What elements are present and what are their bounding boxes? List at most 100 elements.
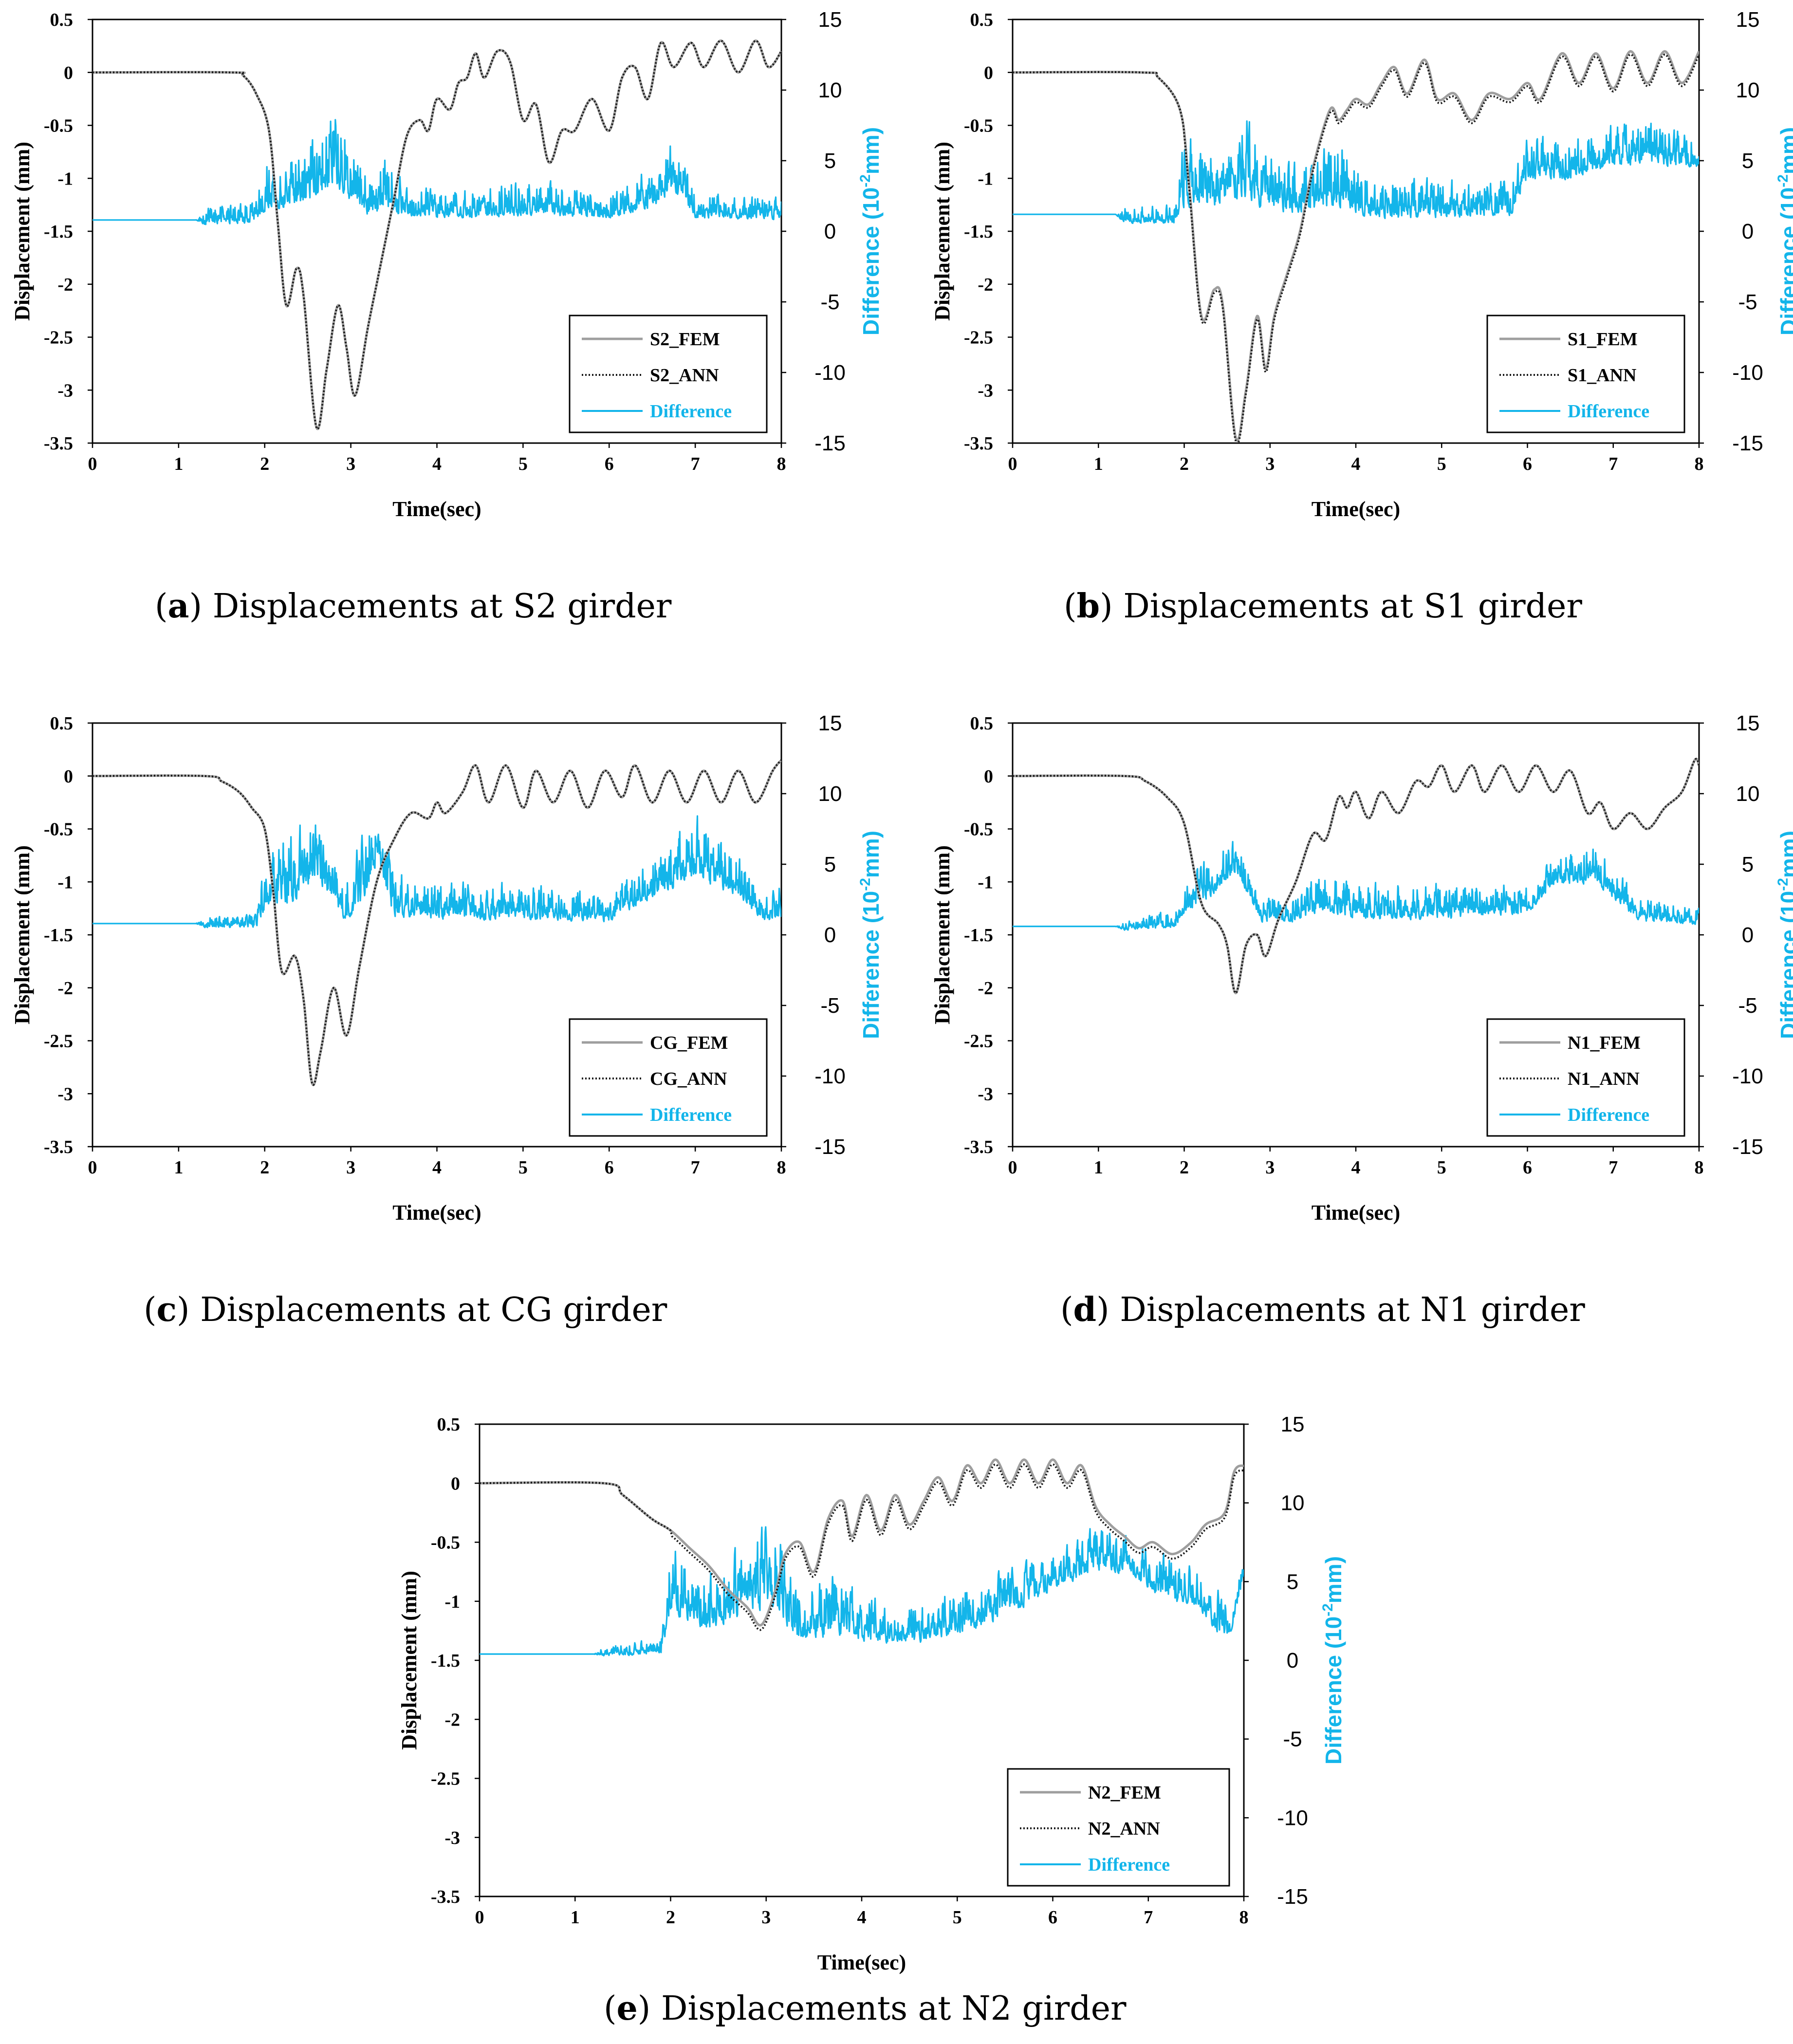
y-left-tick-label: -0.5 (44, 116, 73, 136)
ann-series-line (92, 759, 781, 1086)
y-right-tick-label: -10 (814, 1064, 846, 1088)
y-right-title-suffix: mm) (858, 127, 884, 174)
y-left-axis-title: Displacement (mm) (10, 142, 34, 321)
y-right-tick-label: 10 (1736, 78, 1760, 102)
legend-label: Difference (1088, 1855, 1170, 1875)
y-right-title-suffix: mm) (858, 831, 884, 878)
y-right-tick-label: 0 (1742, 220, 1754, 243)
y-left-tick-label: -2.5 (44, 328, 73, 348)
y-right-tick-label: 10 (1281, 1491, 1305, 1515)
y-right-title-prefix: Difference (10 (1776, 891, 1793, 1039)
y-right-tick-label: 0 (1287, 1649, 1298, 1672)
legend: CG_FEM CG_ANN Difference (569, 1018, 768, 1137)
y-right-tick-label: -5 (1738, 994, 1757, 1018)
y-left-tick-label: -3 (978, 380, 993, 401)
y-right-tick-label: 10 (818, 78, 842, 102)
y-right-tick-label: -15 (1732, 431, 1763, 455)
y-right-title-suffix: mm) (1321, 1556, 1346, 1603)
x-tick-label: 6 (1048, 1907, 1057, 1928)
y-left-tick-label: -1 (978, 872, 993, 892)
legend-label: N1_FEM (1568, 1033, 1641, 1053)
x-tick-label: 6 (605, 454, 614, 474)
y-left-tick-label: -1 (57, 168, 73, 189)
y-right-tick-label: -15 (1732, 1135, 1763, 1159)
x-axis-title: Time(sec) (392, 1201, 481, 1225)
y-left-tick-label: -0.5 (44, 819, 73, 840)
caption-b: (b) Displacements at S1 girder (1064, 587, 1582, 626)
y-right-tick-label: -10 (1732, 361, 1763, 385)
y-right-title-exponent: -2 (1775, 878, 1791, 891)
y-left-tick-label: -3 (978, 1084, 993, 1104)
y-right-tick-label: -15 (814, 431, 846, 455)
plot-area (92, 759, 781, 1086)
y-right-tick-label: -5 (820, 994, 839, 1018)
chart-panel-d: 0.50-0.5-1-1.5-2-2.5-3-3.5151050-5-10-15… (930, 711, 1793, 1225)
x-tick-label: 5 (1437, 1157, 1446, 1178)
y-left-tick-label: -2.5 (964, 1031, 993, 1052)
x-tick-label: 6 (1523, 1157, 1532, 1178)
x-tick-label: 3 (346, 454, 355, 474)
legend-label: S1_ANN (1568, 365, 1636, 386)
y-right-title-suffix: mm) (1776, 127, 1793, 174)
chart-panel-c: 0.50-0.5-1-1.5-2-2.5-3-3.5151050-5-10-15… (10, 711, 884, 1225)
y-right-tick-label: -10 (1732, 1064, 1763, 1088)
difference-series-line (92, 119, 781, 225)
y-left-tick-label: -2.5 (431, 1769, 460, 1789)
legend: S2_FEM S2_ANN Difference (569, 315, 768, 433)
legend-label: N2_FEM (1088, 1783, 1161, 1803)
y-left-tick-label: 0 (451, 1473, 460, 1494)
x-tick-label: 2 (260, 454, 269, 474)
legend: N1_FEM N1_ANN Difference (1486, 1018, 1685, 1137)
x-tick-label: 6 (1523, 454, 1532, 474)
legend: S1_FEM S1_ANN Difference (1486, 315, 1685, 433)
y-right-axis-title: Difference (10-2mm) (1320, 1556, 1346, 1765)
y-right-title-suffix: mm) (1776, 831, 1793, 878)
y-right-title-exponent: -2 (857, 174, 873, 187)
x-tick-label: 2 (260, 1157, 269, 1178)
y-right-tick-label: 10 (818, 782, 842, 806)
x-tick-label: 0 (88, 454, 97, 474)
y-right-tick-label: 5 (1287, 1570, 1298, 1594)
x-tick-label: 0 (1008, 454, 1017, 474)
y-right-tick-label: 15 (1736, 711, 1760, 735)
x-tick-label: 0 (475, 1907, 484, 1928)
x-tick-label: 6 (605, 1157, 614, 1178)
x-tick-label: 5 (1437, 454, 1446, 474)
y-right-axis-title: Difference (10-2mm) (1775, 127, 1793, 335)
difference-series-line (92, 815, 781, 929)
caption-e: (e) Displacements at N2 girder (604, 1989, 1127, 2028)
y-left-tick-label: -1.5 (44, 925, 73, 946)
chart-panel-a: 0.50-0.5-1-1.5-2-2.5-3-3.5151050-5-10-15… (10, 8, 884, 521)
y-left-tick-label: -1.5 (964, 222, 993, 242)
caption-c: (c) Displacements at CG girder (144, 1290, 667, 1329)
y-right-title-prefix: Difference (10 (858, 891, 884, 1039)
y-left-tick-label: -2 (57, 275, 73, 295)
y-right-tick-label: 10 (1736, 782, 1760, 806)
y-right-tick-label: -15 (1277, 1885, 1308, 1909)
y-left-tick-label: -0.5 (431, 1533, 460, 1553)
difference-series-line (1013, 841, 1699, 931)
y-left-tick-label: 0 (984, 63, 993, 83)
legend-label: Difference (1568, 1105, 1649, 1125)
x-tick-label: 0 (88, 1157, 97, 1178)
y-left-tick-label: -1 (978, 168, 993, 189)
difference-series-line (1013, 120, 1699, 224)
legend-label: CG_ANN (650, 1069, 727, 1089)
y-right-tick-label: -15 (814, 1135, 846, 1159)
y-right-tick-label: 15 (818, 8, 842, 32)
fem-series-line (1013, 758, 1699, 995)
y-right-tick-label: 5 (824, 149, 836, 173)
y-right-tick-label: 0 (824, 923, 836, 947)
legend-label: N1_ANN (1568, 1069, 1640, 1089)
legend-label: S2_ANN (650, 365, 719, 386)
x-tick-label: 7 (1608, 454, 1618, 474)
y-left-tick-label: -1.5 (431, 1651, 460, 1671)
y-right-tick-label: 5 (1742, 853, 1754, 876)
ann-series-line (1013, 53, 1699, 443)
y-left-tick-label: -3.5 (44, 433, 73, 454)
y-left-tick-label: -3.5 (44, 1137, 73, 1157)
x-tick-label: 8 (777, 454, 786, 474)
x-tick-label: 7 (1608, 1157, 1618, 1178)
y-left-tick-label: -2 (978, 275, 993, 295)
